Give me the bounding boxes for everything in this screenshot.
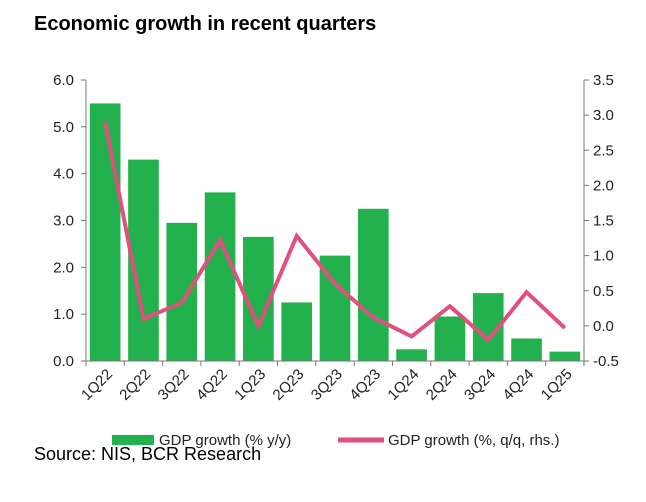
left-tick-label: 1.0 xyxy=(53,306,74,323)
right-tick-label: 0.0 xyxy=(593,318,614,335)
right-tick-label: 3.0 xyxy=(593,107,614,124)
x-tick-label: 4Q22 xyxy=(193,366,231,404)
left-tick-label: 2.0 xyxy=(53,259,74,276)
left-tick-label: 3.0 xyxy=(53,213,74,230)
bar-4Q24 xyxy=(511,338,542,361)
left-tick-label: 5.0 xyxy=(53,119,74,136)
axes-group: 0.0 1.0 2.0 3.0 4.0 5.0 6.0 -0.5 0.0 0.5 1.0 1.5 2.0… xyxy=(53,72,619,370)
source-note: Source: NIS, BCR Research xyxy=(34,444,262,464)
bar-2Q23 xyxy=(281,302,313,361)
x-tick-label: 3Q24 xyxy=(461,366,499,404)
x-tick-label: 2Q23 xyxy=(270,366,308,404)
x-tick-label: 1Q25 xyxy=(538,366,576,404)
x-tick-label: 1Q22 xyxy=(78,366,116,404)
bar-1Q24 xyxy=(396,349,427,361)
legend-label-bar: GDP growth (% y/y) xyxy=(159,432,291,449)
x-tick-label: 1Q24 xyxy=(384,366,422,404)
left-tick-label: 4.0 xyxy=(53,166,74,183)
legend-label-line: GDP growth (%, q/q, rhs.) xyxy=(388,432,559,449)
right-tick-label: 1.5 xyxy=(593,213,614,230)
legend-swatch-bar xyxy=(112,435,154,445)
bar-4Q22 xyxy=(204,192,236,361)
bar-2Q24 xyxy=(434,316,466,361)
x-tick-label: 3Q23 xyxy=(308,366,346,404)
bar-3Q22 xyxy=(166,222,198,361)
x-tick-label: 3Q22 xyxy=(155,366,193,404)
x-tick-labels: 1Q22 2Q22 3Q22 4Q22 1Q23 2Q23 3Q23 4Q23 1Q24 2Q24… xyxy=(78,366,576,404)
right-tick-label: 1.0 xyxy=(593,248,614,265)
right-tick-label: 2.5 xyxy=(593,142,614,159)
line-series-group xyxy=(103,121,567,343)
bar-1Q22 xyxy=(89,103,121,362)
x-tick-label: 4Q24 xyxy=(499,366,537,404)
x-tick-label: 4Q23 xyxy=(346,366,384,404)
legend: GDP growth (% y/y) GDP growth (%, q/q, rh… xyxy=(112,432,559,449)
chart: 0.0 1.0 2.0 3.0 4.0 5.0 6.0 -0.5 0.0 0.5 1.0 1.5 2.0… xyxy=(53,72,619,449)
left-tick-label: 0.0 xyxy=(53,353,74,370)
bars-group xyxy=(89,103,581,362)
bar-4Q23 xyxy=(357,208,389,361)
x-tick-label: 1Q23 xyxy=(231,366,269,404)
left-tick-label: 6.0 xyxy=(53,72,74,89)
right-tick-label: 3.5 xyxy=(593,72,614,89)
chart-title: Economic growth in recent quarters xyxy=(34,13,377,35)
x-tick-label: 2Q24 xyxy=(423,366,461,404)
right-tick-label: 0.5 xyxy=(593,283,614,300)
x-tick-label: 2Q22 xyxy=(116,366,154,404)
right-tick-label: -0.5 xyxy=(593,353,619,370)
bar-1Q25 xyxy=(549,351,581,361)
right-tick-label: 2.0 xyxy=(593,177,614,194)
